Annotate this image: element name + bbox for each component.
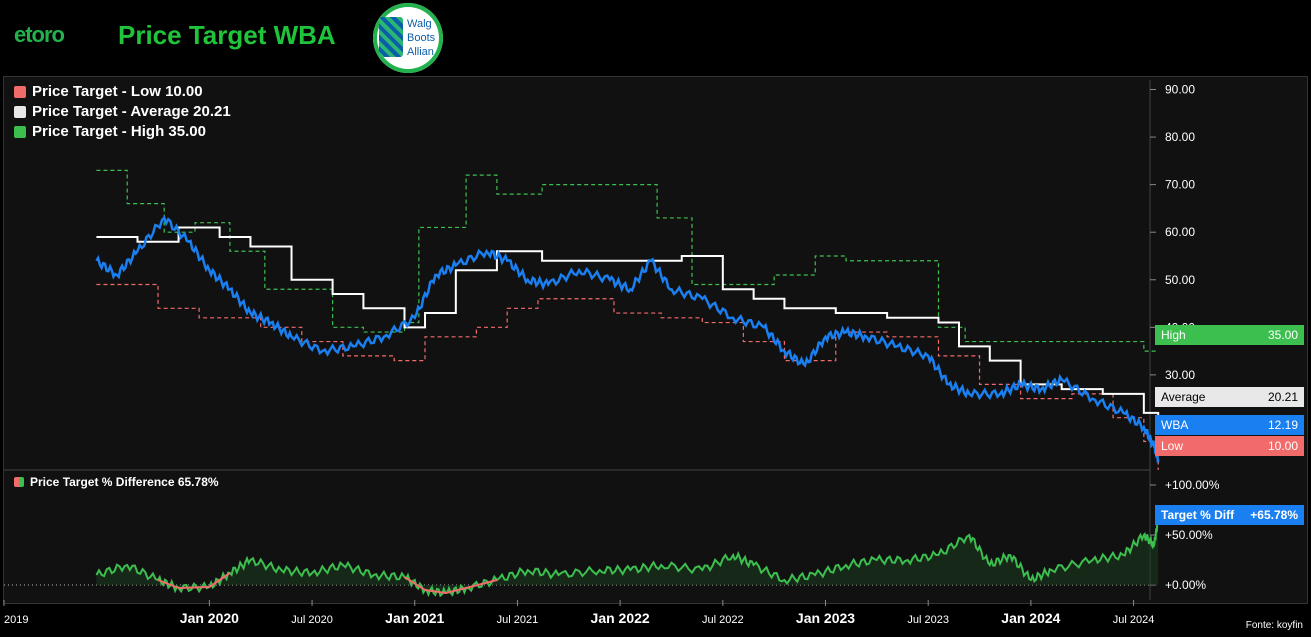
y-tick-label: 60.00	[1165, 225, 1195, 239]
x-tick-label: Jul 2022	[702, 614, 744, 626]
series-average-line	[96, 226, 1160, 422]
x-tick-label: Jul 2020	[291, 614, 333, 626]
series-diff-negative-segment	[208, 572, 231, 588]
diff-legend: Price Target % Difference 65.78%	[14, 475, 219, 489]
chart-panel	[3, 76, 1308, 604]
company-logo-text: Walg Boots Allian	[407, 18, 436, 58]
page-title: Price Target WBA	[118, 20, 336, 50]
y-tick-label: 50.00	[1165, 273, 1195, 287]
y-tick-label: 90.00	[1165, 83, 1195, 97]
tag-wba: WBA 12.19	[1155, 415, 1304, 435]
legend-label-low: Price Target - Low 10.00	[32, 83, 203, 100]
tag-wba-value: 12.19	[1267, 418, 1298, 432]
diff-tick-label: +0.00%	[1165, 578, 1206, 592]
header: etoro Price Target WBA Walg Boots Allian	[0, 0, 1311, 76]
series-low-line	[96, 283, 1159, 470]
etoro-logo: etoro	[14, 22, 65, 47]
legend-item-average: Price Target - Average 20.21	[14, 102, 231, 122]
legend-swatch-diff	[14, 477, 24, 487]
x-tick-label: Jan 2020	[180, 610, 239, 626]
x-tick-label: 2019	[4, 614, 28, 626]
x-tick-label: Jul 2021	[497, 614, 539, 626]
diff-tick-label: +100.00%	[1165, 478, 1220, 492]
series-diff-negative-segment	[424, 589, 446, 594]
y-tick-label: 80.00	[1165, 130, 1195, 144]
tag-high: High 35.00	[1155, 325, 1304, 345]
tag-average-label: Average	[1161, 390, 1206, 404]
tag-low-value: 10.00	[1267, 439, 1298, 453]
company-logo-mark	[379, 17, 403, 57]
x-tick-label: Jan 2021	[385, 610, 444, 626]
legend-swatch-low	[14, 86, 26, 98]
tag-diff: Target % Diff +65.78%	[1155, 505, 1304, 525]
tag-diff-label: Target % Diff	[1161, 508, 1235, 522]
series-wba-line	[95, 215, 1160, 463]
tag-high-label: High	[1161, 328, 1186, 342]
legend-label-high: Price Target - High 35.00	[32, 123, 206, 140]
legend-label-diff: Price Target % Difference 65.78%	[30, 475, 219, 489]
tag-low: Low 10.00	[1155, 436, 1304, 456]
x-tick-label: Jan 2023	[796, 610, 855, 626]
series-diff-negative-segment	[445, 587, 467, 594]
tag-average: Average 20.21	[1155, 387, 1304, 407]
company-logo: Walg Boots Allian	[373, 3, 443, 73]
tag-high-value: 35.00	[1267, 328, 1298, 342]
tag-average-value: 20.21	[1267, 390, 1298, 404]
diff-tick-label: +50.00%	[1165, 528, 1213, 542]
tag-wba-label: WBA	[1161, 418, 1189, 432]
tag-diff-value: +65.78%	[1250, 508, 1298, 522]
series-diff-negative-segment	[465, 579, 498, 589]
series-diff-negative-segment	[178, 586, 210, 589]
x-tick-label: Jan 2022	[591, 610, 650, 626]
diff-area-fill	[96, 519, 1159, 596]
x-tick-label: Jul 2024	[1113, 614, 1155, 626]
x-tick-label: Jul 2023	[907, 614, 949, 626]
y-tick-label: 30.00	[1165, 368, 1195, 382]
y-tick-label: 70.00	[1165, 178, 1195, 192]
x-tick-label: Jan 2024	[1001, 610, 1060, 626]
legend-label-average: Price Target - Average 20.21	[32, 103, 231, 120]
legend-swatch-average	[14, 106, 26, 118]
source-credit: Fonte: koyfin	[1245, 620, 1303, 631]
series-diff-negative-segment	[403, 576, 426, 591]
legend-item-low: Price Target - Low 10.00	[14, 82, 231, 102]
series-diff-negative-segment	[157, 579, 179, 589]
legend-swatch-high	[14, 126, 26, 138]
series-diff-line	[95, 519, 1160, 598]
legend-item-high: Price Target - High 35.00	[14, 122, 231, 142]
tag-low-label: Low	[1161, 439, 1184, 453]
chart-legend: Price Target - Low 10.00 Price Target - …	[14, 82, 231, 142]
